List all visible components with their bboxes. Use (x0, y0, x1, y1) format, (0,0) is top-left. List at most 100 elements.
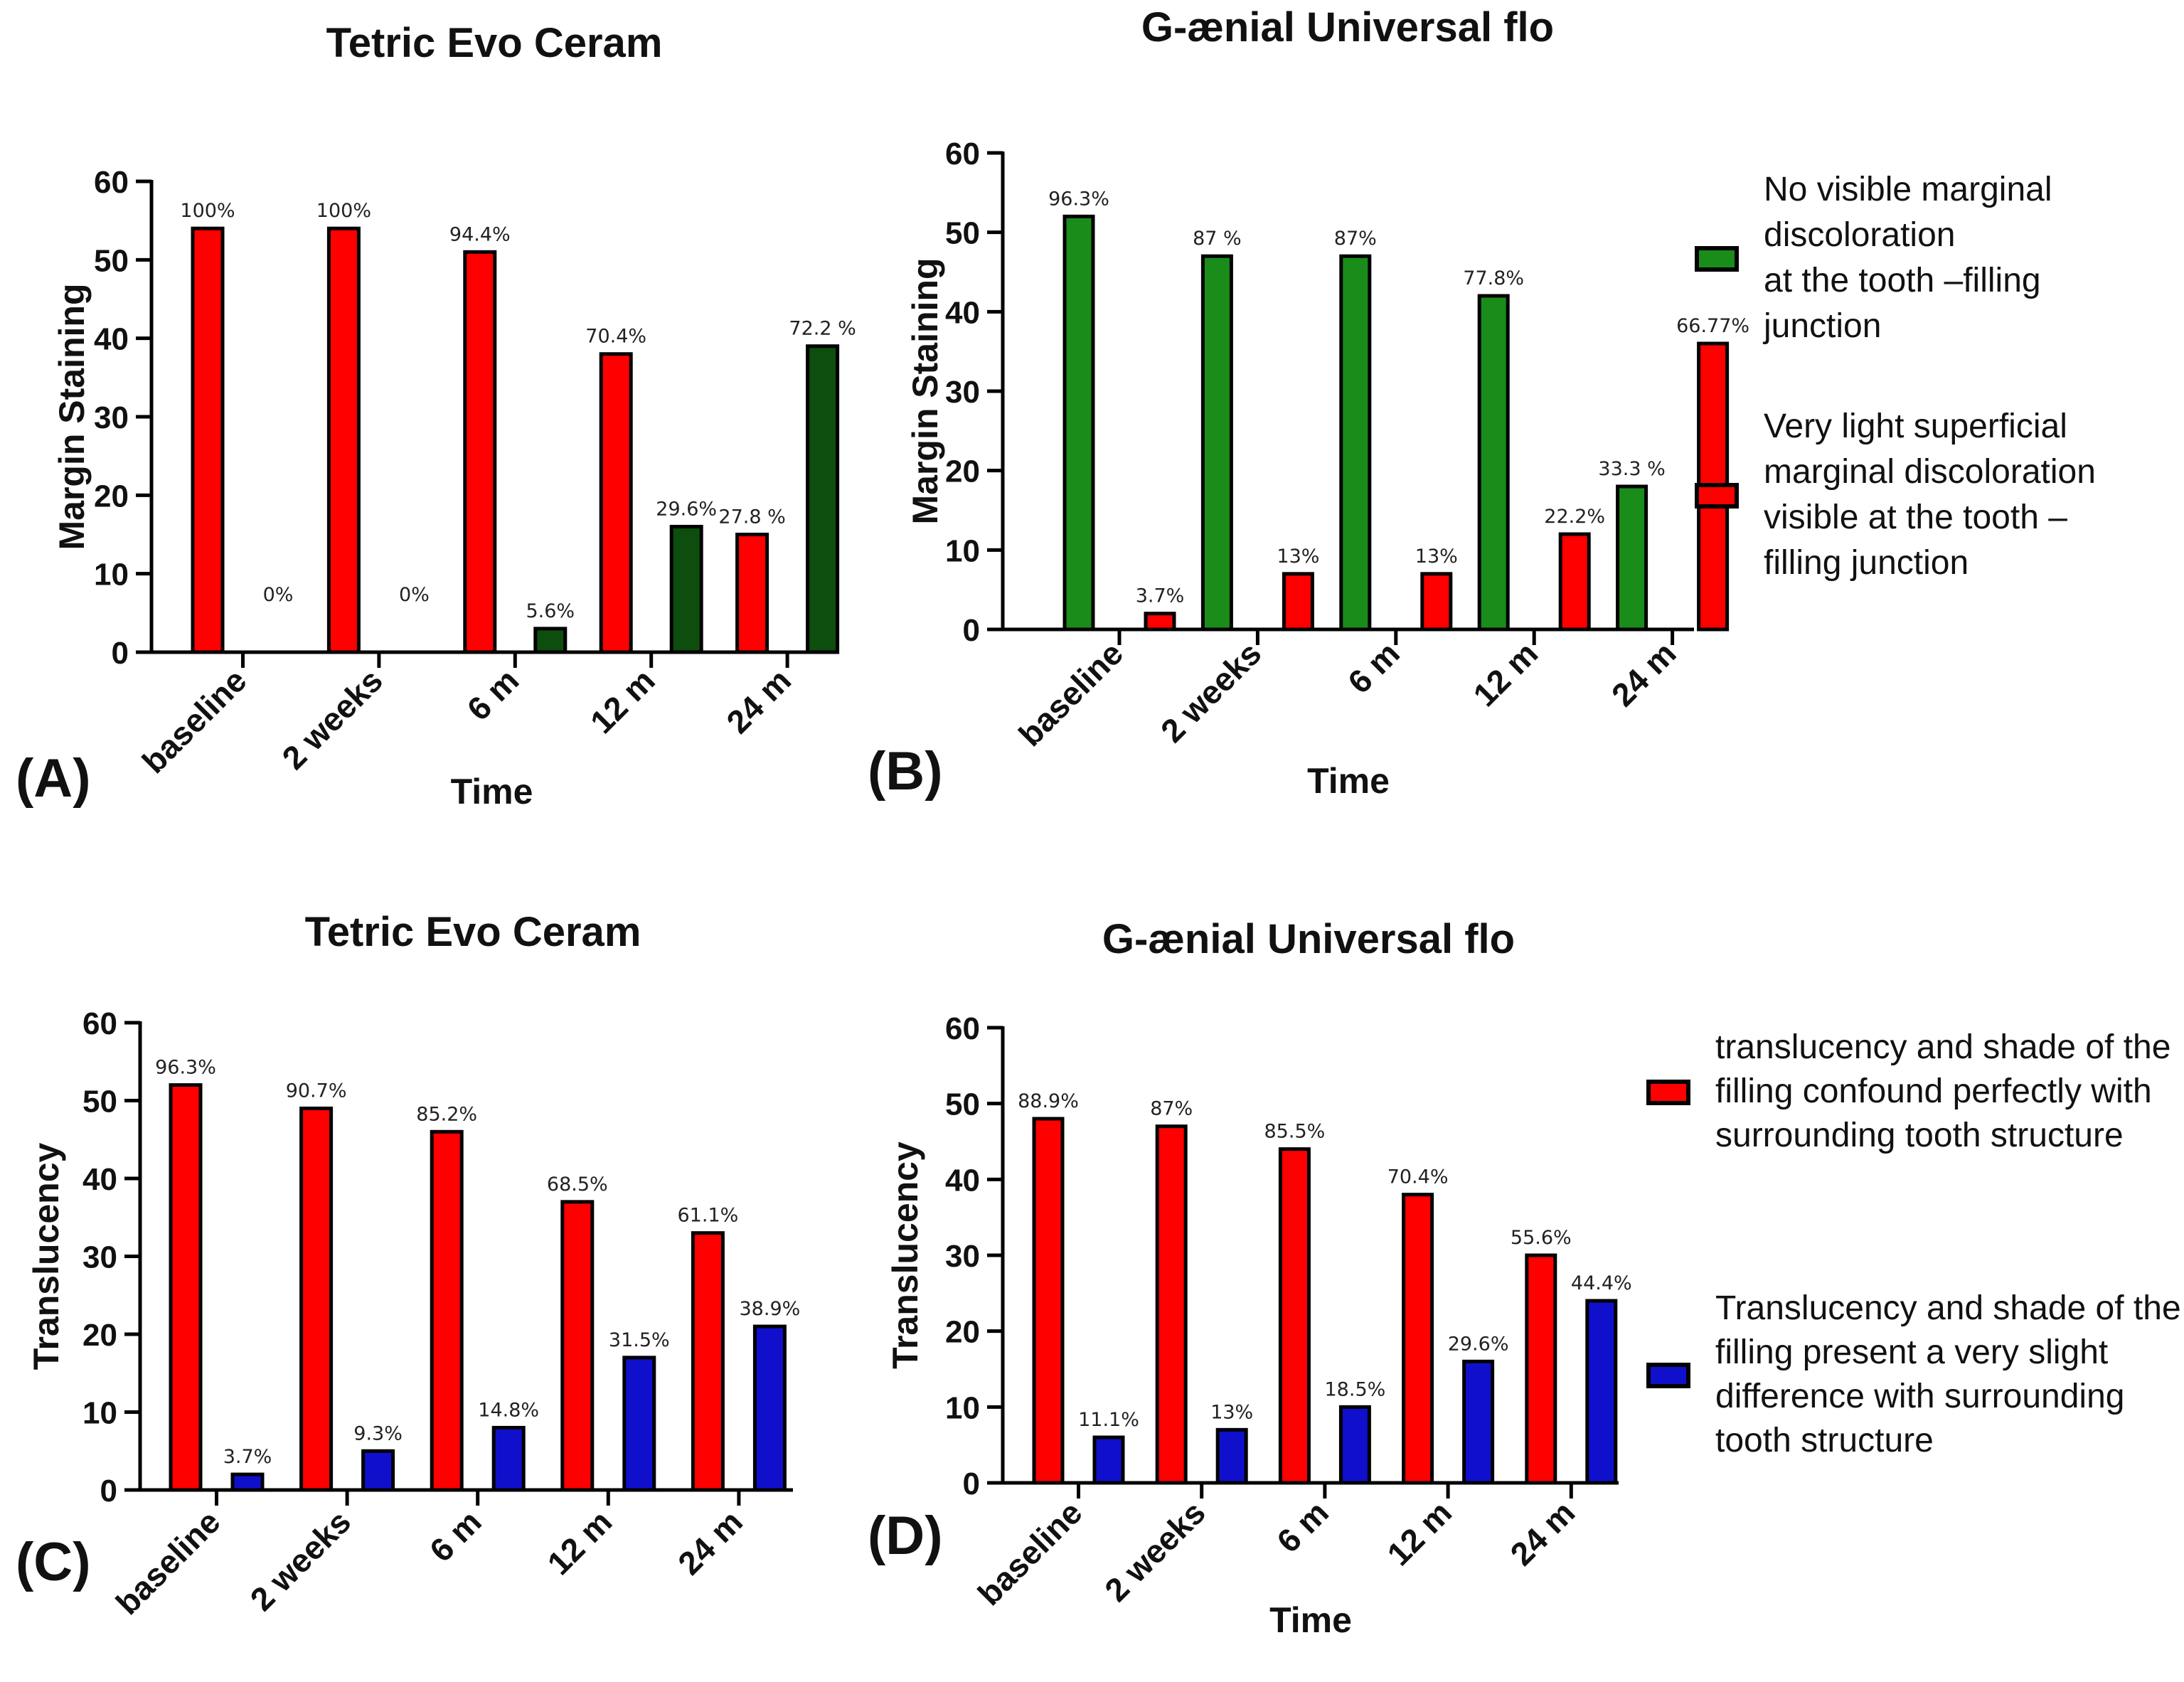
x-axis-title: Time (1269, 1600, 1352, 1640)
legend-label: Translucency and shade of the (1715, 1289, 2181, 1327)
y-tick-label: 0 (112, 636, 129, 671)
legend-label: discoloration (1764, 216, 1955, 254)
data-label: 13% (1210, 1401, 1253, 1423)
x-tick-label: 24 m (671, 1503, 750, 1582)
data-label: 3.7% (223, 1446, 272, 1468)
bar-series-2 (1092, 1435, 1125, 1485)
bar-series-1 (430, 1129, 464, 1492)
chart-title: Tetric Evo Ceram (305, 909, 641, 955)
y-tick-label: 30 (945, 375, 980, 410)
legend-label: Very light superficial (1764, 408, 2067, 445)
bar-series-1 (1616, 484, 1648, 632)
y-tick-label: 60 (945, 1011, 980, 1046)
data-label: 13% (1277, 545, 1319, 568)
data-label: 70.4% (1387, 1166, 1449, 1188)
bar-series-1 (463, 250, 497, 654)
legend-label: marginal discoloration (1764, 453, 2096, 491)
chart-title: G-ænial Universal flo (1102, 916, 1515, 962)
x-tick-label: 2 weeks (243, 1503, 358, 1618)
y-tick-label: 60 (94, 165, 129, 200)
data-label: 33.3 % (1598, 458, 1665, 480)
legend-label: translucency and shade of the (1715, 1028, 2170, 1066)
data-label: 94.4% (449, 223, 511, 245)
legend-label: tooth structure (1715, 1422, 1934, 1459)
chart-panel-d: G-ænial Universal flo 0 10 20 30 40 50 60 Transl… (868, 916, 1632, 1640)
data-label: 77.8% (1463, 267, 1524, 289)
data-label: 5.6% (526, 600, 575, 622)
x-tick-label: baseline (135, 661, 254, 780)
y-axis-title: Translucency (885, 1141, 925, 1369)
y-tick-label: 20 (945, 454, 980, 489)
bar-series-1 (1477, 294, 1510, 632)
bar-series-2 (1462, 1359, 1495, 1485)
data-label: 18.5% (1325, 1378, 1386, 1400)
x-tick-label: 6 m (1269, 1494, 1336, 1560)
y-tick-label: 0 (963, 1467, 980, 1501)
bar-series-1 (1155, 1124, 1188, 1485)
panel-letter: (C) (16, 1532, 91, 1592)
y-tick-label: 0 (100, 1474, 117, 1508)
legend-label: filling confound perfectly with (1715, 1072, 2152, 1110)
data-label: 85.5% (1264, 1121, 1326, 1143)
y-tick-label: 60 (945, 137, 980, 171)
x-tick-label: 2 weeks (1097, 1494, 1213, 1609)
legend-swatch (1695, 483, 1739, 509)
x-tick-label: 24 m (1604, 634, 1683, 713)
bar-series-1 (191, 226, 225, 654)
legend-2: translucency and shade of the filling con… (1646, 1028, 2181, 1459)
y-tick-label: 50 (945, 1087, 980, 1122)
data-label: 100% (316, 200, 371, 222)
legend-label: junction (1762, 307, 1881, 345)
legend-label: surrounding tooth structure (1715, 1117, 2124, 1154)
bar-series-2 (230, 1472, 265, 1492)
data-label: 72.2 % (789, 318, 856, 340)
x-tick-label: baseline (109, 1503, 228, 1622)
bar-series-2 (1338, 1405, 1371, 1485)
bar-series-1 (299, 1106, 334, 1492)
data-label: 0% (399, 584, 430, 606)
bar-series-1 (691, 1231, 725, 1492)
x-tick-label: 12 m (1380, 1494, 1459, 1572)
chart-panel-a: Tetric Evo Ceram 0 10 20 30 40 50 60 Margin Stai… (16, 20, 856, 811)
bar-series-2 (1144, 612, 1176, 632)
data-label: 38.9% (740, 1298, 801, 1320)
bar-series-2 (669, 524, 703, 654)
bar-series-1 (1200, 254, 1233, 632)
data-label: 90.7% (286, 1080, 347, 1102)
bar-series-1 (1402, 1193, 1434, 1485)
bar-series-2 (806, 344, 840, 654)
y-tick-label: 20 (82, 1318, 117, 1353)
data-label: 85.2% (416, 1103, 477, 1125)
x-tick-label: 6 m (460, 661, 526, 728)
chart-title: G-ænial Universal flo (1141, 4, 1554, 50)
bar-series-2 (361, 1449, 395, 1492)
data-label: 100% (180, 200, 235, 222)
data-label: 88.9% (1018, 1090, 1079, 1112)
x-tick-label: baseline (971, 1494, 1090, 1612)
legend-swatch (1646, 1363, 1690, 1388)
data-label: 3.7% (1136, 585, 1185, 607)
data-label: 22.2% (1544, 506, 1605, 528)
data-label: 27.8 % (718, 506, 785, 528)
legend-label: filling junction (1764, 544, 1969, 582)
legend-label: filling present a very slight (1715, 1334, 2108, 1371)
y-tick-label: 50 (82, 1085, 117, 1119)
data-label: 29.6% (656, 498, 717, 520)
bar-series-1 (1278, 1147, 1311, 1485)
y-axis-title: Margin Staining (905, 258, 945, 525)
legend-swatch (1695, 246, 1739, 272)
y-tick-label: 30 (945, 1239, 980, 1274)
data-label: 13% (1415, 545, 1458, 568)
y-tick-label: 20 (94, 479, 129, 513)
y-tick-label: 10 (945, 533, 980, 568)
bar-series-1 (1062, 214, 1095, 632)
bar-series-2 (1282, 572, 1314, 632)
x-tick-label: 12 m (583, 661, 662, 740)
y-tick-label: 20 (945, 1315, 980, 1350)
x-axis-title: Time (1307, 761, 1390, 801)
data-label: 68.5% (547, 1173, 608, 1196)
data-label: 55.6% (1511, 1227, 1572, 1249)
chart-title: Tetric Evo Ceram (326, 20, 663, 66)
data-label: 87% (1334, 228, 1377, 250)
panel-letter: (D) (868, 1506, 943, 1566)
